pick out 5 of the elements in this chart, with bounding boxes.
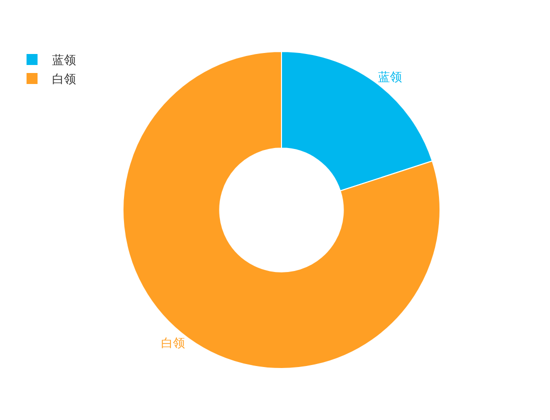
donut-slice bbox=[122, 51, 440, 369]
legend-label: 白领 bbox=[52, 72, 76, 86]
legend-label: 蓝领 bbox=[52, 53, 76, 68]
slice-label: 白领 bbox=[160, 336, 185, 350]
slice-label: 蓝领 bbox=[378, 70, 402, 84]
